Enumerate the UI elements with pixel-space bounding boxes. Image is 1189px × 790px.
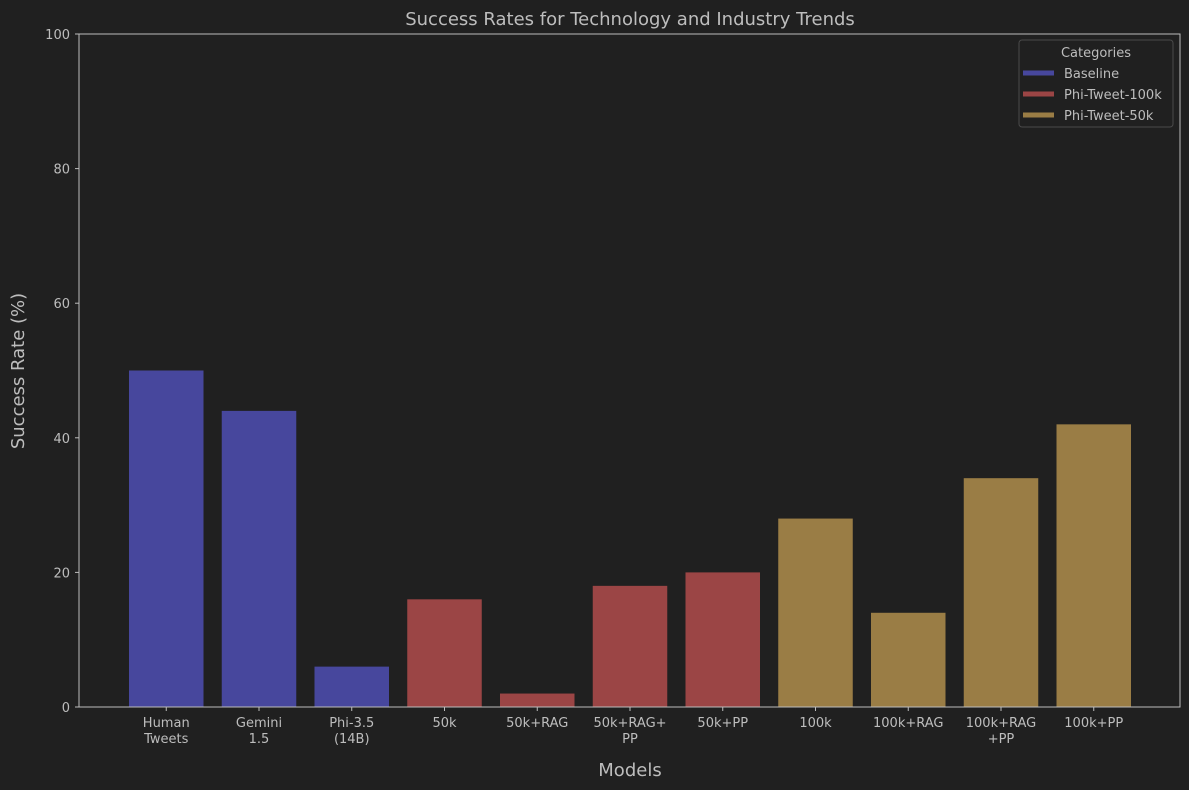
y-axis-title: Success Rate (%) [8, 293, 29, 449]
y-tick-label: 0 [62, 701, 70, 716]
x-tick-label: Human Tweets [143, 716, 190, 747]
bar-50k-rag [500, 693, 575, 707]
y-tick-label: 40 [53, 432, 70, 447]
bars-layer [129, 370, 1131, 707]
x-tick-label: 100k+RAG +PP [966, 716, 1036, 747]
bar-50k-pp [685, 572, 760, 707]
x-axis-title: Models [598, 760, 661, 781]
legend-box [1018, 39, 1174, 128]
y-tick-label: 80 [53, 163, 70, 178]
y-tick-label: 60 [53, 297, 70, 312]
bar-100k-rag-pp [963, 478, 1039, 707]
legend: Categories Baseline Phi-Tweet-100k Phi-Twee… [1018, 39, 1174, 128]
x-tick-label: Gemini 1.5 [236, 716, 282, 747]
x-tick-label: 50k [432, 716, 457, 731]
bar-50k-rag-pp [592, 585, 668, 707]
bar-human-tweets [129, 370, 204, 707]
plot-frame [78, 33, 1181, 708]
x-tick-label: 100k [799, 716, 832, 731]
x-tick-label: 100k+PP [1064, 716, 1123, 731]
bar-gemini-1-5 [221, 410, 297, 707]
x-tick-label: 50k+RAG+ PP [593, 716, 666, 747]
legend-label: Phi-Tweet-100k [1064, 88, 1162, 103]
chart-title: Success Rates for Technology and Industr… [405, 9, 855, 30]
legend-title: Categories [1061, 46, 1131, 61]
y-tick-label: 100 [45, 28, 70, 43]
x-tick-label: Phi-3.5 (14B) [329, 716, 374, 747]
bar-100k [778, 518, 853, 707]
bar-100k-rag [871, 612, 946, 707]
bar-50k [407, 599, 482, 707]
bar-phi-3-5-14b- [314, 666, 389, 707]
x-tick-label: 100k+RAG [873, 716, 943, 731]
y-tick-label: 20 [53, 566, 70, 581]
axes-layer: Human Tweets Gemini 1.5 Phi-3.5 (14B) 50k 50k+R… [45, 28, 1181, 747]
x-tick-label: 50k+PP [697, 716, 748, 731]
bar-100k-pp [1056, 424, 1131, 707]
x-tick-label: 50k+RAG [506, 716, 568, 731]
legend-label: Baseline [1064, 67, 1119, 82]
legend-label: Phi-Tweet-50k [1064, 109, 1154, 124]
